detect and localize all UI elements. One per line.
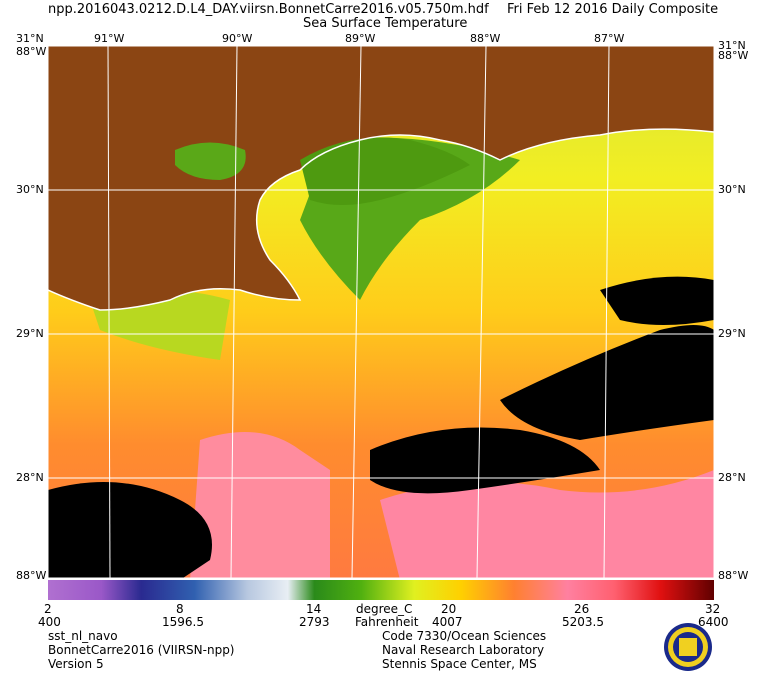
cb-tick-c: 26 [574, 602, 590, 616]
graticule [48, 46, 714, 578]
lon-label: 88°W [470, 32, 501, 45]
cb-tick-f: 5203.5 [562, 615, 604, 629]
nrl-logo [664, 623, 712, 671]
cloud-patch [600, 276, 714, 325]
org-code: Code 7330/Ocean Sciences [382, 629, 547, 643]
lon-label: 89°W [345, 32, 376, 45]
cloud-patch [500, 325, 714, 440]
lat-label-left: 30°N [16, 183, 44, 196]
lat-label-right: 30°N [718, 183, 746, 196]
cb-unit-f: Fahrenheit [355, 615, 419, 629]
cb-tick-c: 32 [705, 602, 721, 616]
file-name: npp.2016043.0212.D.L4_DAY.viirsn.BonnetC… [48, 2, 489, 17]
org-name: Naval Research Laboratory [382, 643, 545, 657]
version-label: Version 5 [48, 657, 104, 671]
cb-tick-f: 400 [38, 615, 61, 629]
corner-label: 31°N [718, 39, 746, 52]
land-mass [48, 46, 714, 310]
lat-label-right: 29°N [718, 327, 746, 340]
coastline [48, 128, 714, 311]
project-label: BonnetCarre2016 (VIIRSN-npp) [48, 643, 235, 657]
corner-label: 88°W [16, 569, 47, 582]
warm-water-east [380, 470, 714, 578]
lon-label: 87°W [594, 32, 625, 45]
lon-label: 91°W [94, 32, 125, 45]
cb-tick-c: 20 [441, 602, 457, 616]
lake-pontchartrain [175, 142, 246, 180]
lat-label-right: 28°N [718, 471, 746, 484]
colorbar [48, 580, 714, 600]
corner-label: 88°W [718, 49, 749, 62]
map-image [48, 46, 714, 578]
cloud-patch [370, 427, 600, 494]
algorithm-label: sst_nl_navo [48, 629, 118, 643]
warm-water-west [190, 432, 330, 578]
lat-label-left: 28°N [16, 471, 44, 484]
corner-label: 88°W [718, 569, 749, 582]
lon-label: 90°W [222, 32, 253, 45]
map-frame [47, 45, 715, 579]
product-title: Sea Surface Temperature [303, 16, 468, 31]
lat-label-left: 29°N [16, 327, 44, 340]
delta-marsh [300, 137, 470, 205]
date-label: Fri Feb 12 2016 Daily Composite [507, 2, 719, 17]
org-location: Stennis Space Center, MS [382, 657, 537, 671]
cb-tick-f: 2793 [299, 615, 330, 629]
corner-label: 31°N [16, 32, 44, 45]
cb-tick-c: 2 [44, 602, 52, 616]
cb-tick-c: 8 [176, 602, 184, 616]
cb-tick-f: 4007 [432, 615, 463, 629]
cb-tick-f: 1596.5 [162, 615, 204, 629]
cb-tick-f: 6400 [698, 615, 729, 629]
corner-label: 88°W [16, 45, 47, 58]
cb-tick-c: 14 [306, 602, 322, 616]
cloud-patch [48, 482, 212, 578]
cb-unit-c: degree_C [356, 602, 413, 616]
